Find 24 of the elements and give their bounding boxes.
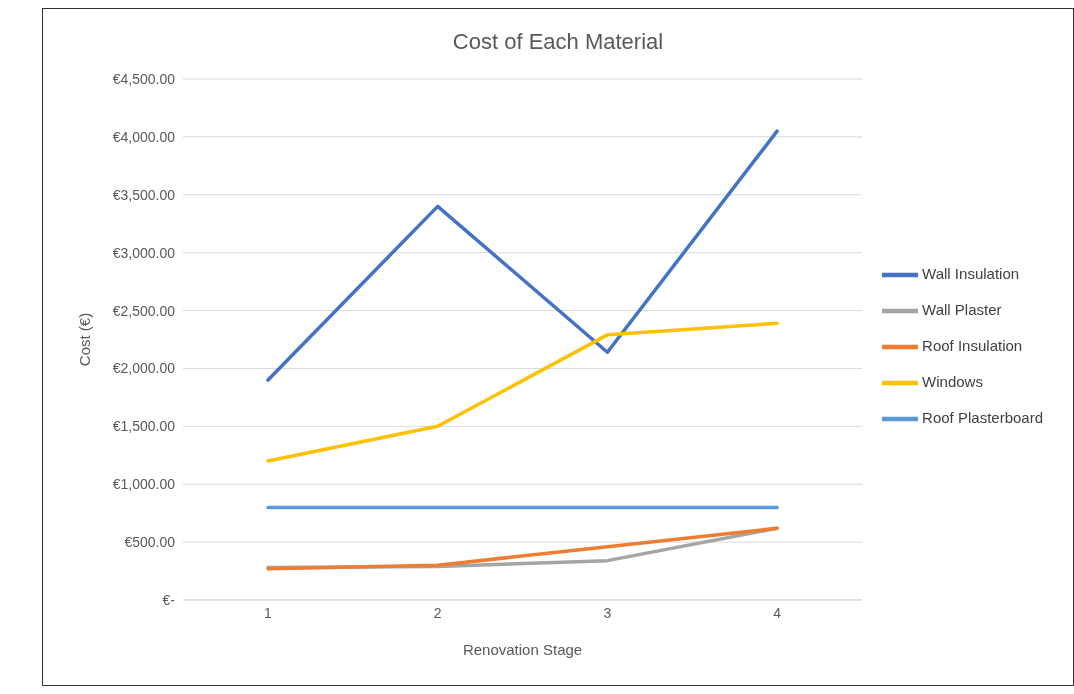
y-tick-label: €3,500.00 [112,186,176,203]
y-tick-label: €500.00 [124,534,176,551]
x-tick-label: 4 [773,604,782,621]
line-series [266,129,779,382]
legend-label: Roof Insulation [922,336,1023,354]
legend-label: Wall Insulation [922,264,1020,282]
x-tick-label: 1 [264,604,273,621]
y-tick-label: €1,000.00 [112,476,176,493]
y-tick-label: €2,500.00 [112,302,176,319]
x-tick-label: 2 [433,604,442,621]
y-tick-label: €4,000.00 [112,128,176,145]
y-tick-label: €3,000.00 [112,244,176,261]
legend-label: Windows [922,372,983,390]
line-series [266,321,779,463]
y-tick-label: €1,500.00 [112,418,176,435]
y-tick-label: €4,500.00 [112,70,176,87]
y-tick-label: €- [162,591,176,608]
y-axis-title: Cost (€) [76,312,94,367]
chart-title: Cost of Each Material [451,29,665,55]
x-tick-label: 3 [603,604,612,621]
y-tick-label: €2,000.00 [112,360,176,377]
legend-label: Roof Plasterboard [922,408,1043,426]
x-axis-title: Renovation Stage [462,641,583,658]
legend-label: Wall Plaster [922,300,1002,318]
